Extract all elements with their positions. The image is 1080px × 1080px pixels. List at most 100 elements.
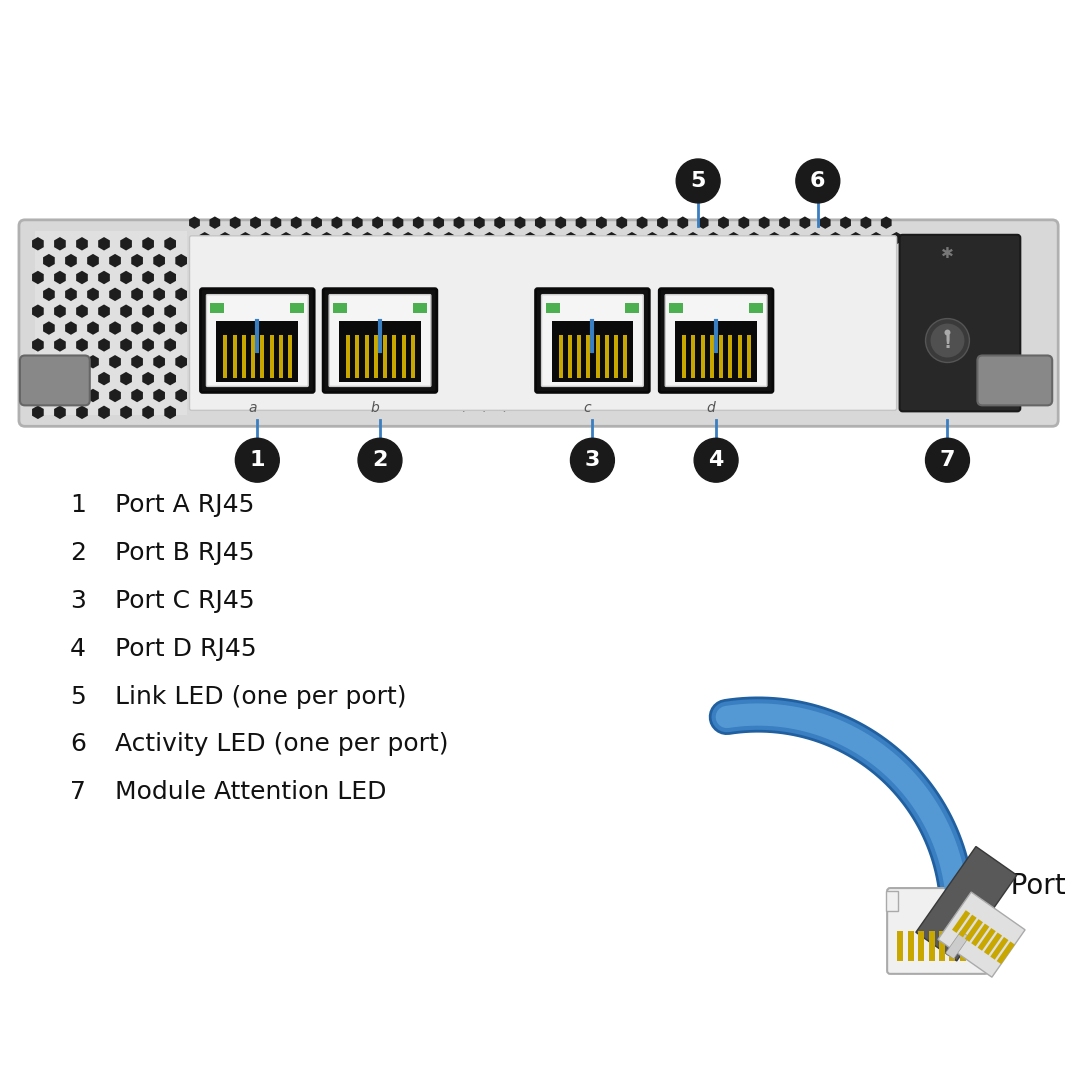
Circle shape (926, 438, 970, 482)
Text: ✱: ✱ (941, 246, 954, 261)
Polygon shape (971, 923, 989, 946)
Text: 1: 1 (70, 494, 85, 517)
Polygon shape (984, 932, 1002, 955)
Circle shape (570, 438, 615, 482)
Bar (339, 321, 421, 382)
Text: 2: 2 (70, 541, 85, 565)
Text: 7: 7 (70, 781, 85, 805)
Polygon shape (958, 915, 976, 937)
FancyBboxPatch shape (323, 288, 436, 392)
Text: Port A RJ45: Port A RJ45 (114, 494, 254, 517)
Bar (729, 335, 732, 378)
Circle shape (945, 329, 950, 336)
Bar (670, 302, 684, 312)
Polygon shape (945, 931, 969, 959)
Polygon shape (977, 928, 996, 950)
Bar (939, 931, 945, 961)
Bar (392, 335, 396, 378)
Text: Activity LED (one per port): Activity LED (one per port) (114, 732, 448, 756)
Circle shape (359, 438, 402, 482)
Bar (977, 891, 989, 912)
FancyBboxPatch shape (536, 288, 649, 392)
Bar (710, 335, 714, 378)
Circle shape (796, 159, 840, 203)
Text: Port D RJ45: Port D RJ45 (114, 637, 256, 661)
Bar (623, 335, 627, 378)
FancyBboxPatch shape (329, 295, 431, 387)
Polygon shape (964, 919, 983, 942)
FancyBboxPatch shape (201, 288, 314, 392)
Bar (242, 335, 246, 378)
Bar (35, 231, 187, 416)
Bar (595, 335, 599, 378)
FancyBboxPatch shape (977, 355, 1052, 405)
Bar (750, 302, 762, 312)
Text: Port B RJ45: Port B RJ45 (114, 541, 254, 565)
FancyBboxPatch shape (665, 295, 767, 387)
Text: 7: 7 (940, 450, 955, 470)
Bar (960, 931, 966, 961)
Polygon shape (997, 942, 1015, 964)
Bar (355, 335, 360, 378)
Text: a: a (248, 402, 257, 416)
Bar (365, 335, 368, 378)
Text: RJ45 Port: RJ45 Port (939, 872, 1066, 900)
Bar (410, 335, 415, 378)
Bar (887, 891, 899, 912)
Bar (577, 335, 581, 378)
Text: 4: 4 (70, 637, 85, 661)
Bar (211, 302, 225, 312)
Bar (291, 302, 305, 312)
Text: 3: 3 (70, 589, 85, 612)
Circle shape (694, 438, 738, 482)
Bar (545, 302, 559, 312)
Bar (568, 335, 571, 378)
Bar (552, 321, 633, 382)
FancyBboxPatch shape (659, 288, 773, 392)
Bar (691, 335, 696, 378)
Bar (719, 335, 724, 378)
Bar (232, 335, 237, 378)
Bar (333, 302, 347, 312)
Bar (252, 335, 255, 378)
Text: 5: 5 (690, 171, 706, 191)
Polygon shape (953, 910, 970, 933)
Bar (374, 335, 378, 378)
FancyBboxPatch shape (541, 295, 644, 387)
Bar (897, 931, 903, 961)
Polygon shape (916, 847, 1016, 961)
Text: 2: 2 (373, 450, 388, 470)
Bar (279, 335, 283, 378)
Bar (558, 335, 563, 378)
Bar (224, 335, 228, 378)
Text: Link LED (one per port): Link LED (one per port) (114, 685, 406, 708)
Circle shape (676, 159, 720, 203)
Bar (949, 931, 956, 961)
Bar (625, 302, 639, 312)
Bar (605, 335, 609, 378)
Bar (971, 931, 976, 961)
Circle shape (931, 324, 964, 357)
Text: 4: 4 (708, 450, 724, 470)
Bar (738, 335, 742, 378)
Bar (346, 335, 350, 378)
Circle shape (235, 438, 280, 482)
Polygon shape (990, 937, 1009, 960)
Bar (907, 931, 914, 961)
Text: Module Attention LED: Module Attention LED (114, 781, 387, 805)
Text: d: d (706, 402, 715, 416)
Text: 6: 6 (810, 171, 825, 191)
Bar (260, 335, 265, 378)
Bar (747, 335, 751, 378)
Text: 5: 5 (70, 685, 85, 708)
FancyBboxPatch shape (189, 235, 896, 410)
Text: c: c (583, 402, 591, 416)
Bar (288, 335, 293, 378)
Bar (383, 335, 387, 378)
Bar (615, 335, 618, 378)
Bar (675, 321, 757, 382)
Bar (402, 335, 406, 378)
FancyBboxPatch shape (887, 888, 988, 974)
Text: Port C RJ45: Port C RJ45 (114, 589, 254, 612)
Text: 1: 1 (249, 450, 265, 470)
